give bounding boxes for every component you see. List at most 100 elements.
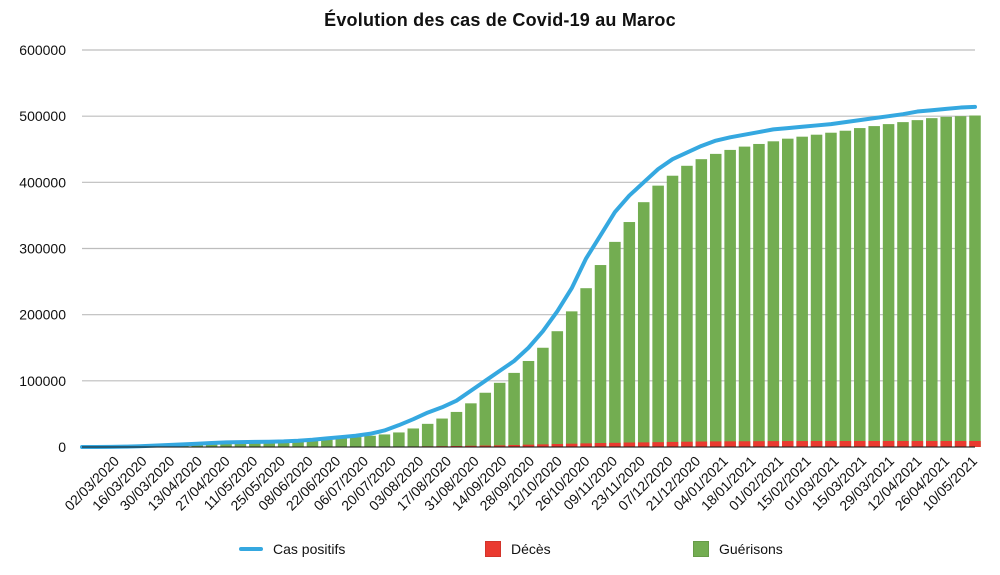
legend-item-guerisons: Guérisons <box>693 541 783 557</box>
bar-deces <box>724 441 736 447</box>
bar-deces <box>479 445 492 447</box>
bar-deces <box>911 440 924 447</box>
bar-guerisons <box>738 146 751 447</box>
bar-deces <box>781 441 794 447</box>
legend-item-deces: Décès <box>485 541 551 557</box>
bar-deces <box>954 440 967 447</box>
bar-deces <box>810 440 823 447</box>
bar-guerisons <box>609 241 621 447</box>
bar-guerisons <box>623 222 636 447</box>
bar-deces <box>681 441 693 447</box>
legend-label: Cas positifs <box>273 541 346 557</box>
bar-guerisons <box>407 428 420 447</box>
bar-deces <box>609 442 621 447</box>
bar-deces <box>652 442 664 447</box>
bar-deces <box>796 441 808 447</box>
bar-guerisons <box>292 441 304 447</box>
y-tick-label: 400000 <box>19 174 66 190</box>
bar-guerisons <box>911 120 924 448</box>
bar-guerisons <box>796 136 808 447</box>
bar-guerisons <box>436 418 448 447</box>
bar-guerisons <box>565 311 578 447</box>
bar-deces <box>580 443 592 447</box>
bar-guerisons <box>465 403 477 447</box>
bar-guerisons <box>839 130 852 447</box>
bar-guerisons <box>263 442 276 447</box>
bar-guerisons <box>479 392 492 447</box>
bar-guerisons <box>854 128 866 447</box>
y-tick-label: 300000 <box>19 241 66 257</box>
bar-guerisons <box>249 442 261 447</box>
bar-guerisons <box>450 411 463 447</box>
bar-deces <box>753 441 765 447</box>
bar-guerisons <box>277 442 290 447</box>
bar-guerisons <box>537 347 549 447</box>
y-axis: 0 100000 200000 300000 400000 500000 600000 <box>19 42 66 455</box>
bar-guerisons <box>551 331 564 447</box>
bar-deces <box>926 440 938 447</box>
bar-guerisons <box>882 124 895 448</box>
y-tick-label: 600000 <box>19 42 66 58</box>
bar-guerisons <box>954 116 967 448</box>
legend: Cas positifs Décès Guérisons <box>0 541 1000 565</box>
bar-guerisons <box>695 159 708 448</box>
bar-deces <box>637 442 650 447</box>
bar-guerisons <box>580 288 592 447</box>
bar-guerisons <box>594 265 607 447</box>
bar-deces <box>493 445 506 447</box>
bar-guerisons <box>493 382 506 447</box>
bar-guerisons <box>767 141 780 447</box>
bar-deces <box>709 441 722 447</box>
bar-guerisons <box>926 118 938 447</box>
bar-guerisons <box>234 443 247 447</box>
bar-deces <box>738 441 751 447</box>
legend-label: Décès <box>511 541 551 557</box>
bar-deces <box>666 441 679 447</box>
bar-deces <box>940 440 952 447</box>
bar-deces <box>522 444 535 447</box>
legend-label: Guérisons <box>719 541 783 557</box>
bar-guerisons <box>637 202 650 447</box>
bar-guerisons <box>522 360 535 447</box>
bar-guerisons <box>897 122 909 447</box>
bar-deces <box>839 440 852 447</box>
y-tick-label: 100000 <box>19 373 66 389</box>
y-tick-label: 0 <box>58 439 66 455</box>
bar-guerisons <box>781 138 794 447</box>
bar-deces <box>897 440 909 447</box>
bar-guerisons <box>378 434 391 447</box>
bar-guerisons <box>364 435 376 447</box>
bar-guerisons <box>753 143 765 447</box>
chart-title: Évolution des cas de Covid-19 au Maroc <box>324 10 676 30</box>
bar-guerisons <box>335 438 348 447</box>
bar-guerisons <box>810 134 823 447</box>
bar-guerisons <box>666 175 679 447</box>
bar-deces <box>767 441 780 447</box>
bar-deces <box>868 440 880 447</box>
bar-guerisons <box>868 126 880 447</box>
bar-guerisons <box>969 115 981 447</box>
legend-item-cas-positifs: Cas positifs <box>239 541 345 557</box>
bar-guerisons <box>652 185 664 447</box>
bar-deces <box>594 443 607 447</box>
bar-guerisons <box>191 444 203 447</box>
bar-guerisons <box>220 443 232 447</box>
bar-guerisons <box>393 432 405 447</box>
bar-deces <box>623 442 636 447</box>
bar-guerisons <box>508 372 520 447</box>
bar-guerisons <box>321 439 333 447</box>
bar-guerisons <box>205 444 218 447</box>
bar-deces <box>969 440 981 447</box>
line-layer <box>80 104 977 449</box>
bar-guerisons <box>681 165 693 447</box>
legend-line-swatch <box>239 547 263 551</box>
bar-deces <box>882 440 895 447</box>
bar-deces <box>854 440 866 447</box>
bars-layer <box>105 115 981 448</box>
y-tick-label: 200000 <box>19 307 66 323</box>
bar-deces <box>551 444 564 447</box>
legend-box-swatch <box>693 541 709 557</box>
bar-guerisons <box>724 149 736 447</box>
